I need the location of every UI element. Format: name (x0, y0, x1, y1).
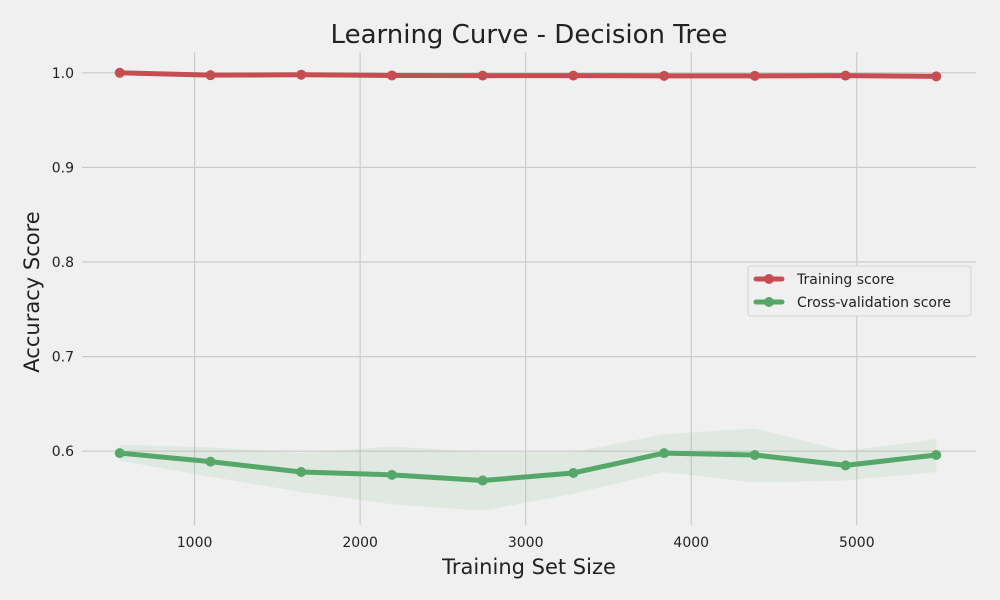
legend-swatch-marker (764, 274, 774, 284)
data-point (931, 449, 942, 460)
data-point (296, 467, 307, 478)
data-point (568, 467, 579, 478)
series-layer (114, 67, 942, 486)
legend-box (747, 265, 972, 317)
data-point (205, 70, 216, 81)
data-point (931, 71, 942, 82)
legend-entry-label: Cross-validation score (797, 295, 951, 311)
x-tick-label: 5000 (839, 535, 875, 551)
x-axis-label: Training Set Size (441, 555, 616, 579)
x-tick-label: 3000 (508, 535, 544, 551)
legend: Training score Cross-validation score (747, 265, 972, 317)
data-point (114, 67, 125, 78)
y-tick-label: 1.0 (52, 66, 74, 82)
y-tick-label: 0.6 (52, 444, 74, 460)
confidence-band (119, 428, 937, 511)
y-tick-label: 0.9 (52, 160, 74, 176)
data-point (114, 448, 125, 459)
series-line (117, 70, 939, 79)
legend-entry-label: Training score (796, 272, 894, 288)
data-point (205, 456, 216, 467)
chart-title: Learning Curve - Decision Tree (331, 20, 728, 50)
x-tick-label: 2000 (342, 535, 378, 551)
data-point (659, 70, 670, 81)
data-point (659, 448, 670, 459)
data-point (749, 70, 760, 81)
data-point (568, 70, 579, 81)
data-point (477, 475, 488, 486)
data-point (386, 469, 397, 480)
data-point (749, 449, 760, 460)
series-line (117, 450, 939, 484)
data-point (840, 70, 851, 81)
data-point (477, 70, 488, 81)
y-tick-label: 0.8 (52, 255, 74, 271)
data-point (840, 460, 851, 471)
y-tick-label: 0.7 (52, 350, 74, 366)
y-axis-label: Accuracy Score (20, 211, 44, 372)
x-tick-label: 4000 (673, 535, 709, 551)
data-point (386, 70, 397, 81)
legend-swatch-marker (764, 297, 774, 307)
data-point (296, 69, 307, 80)
x-tick-label: 1000 (177, 535, 213, 551)
tick-label-layer: 0.6 0.7 0.8 0.9 1.0 1000 2000 3000 4000 5000 (52, 66, 875, 551)
